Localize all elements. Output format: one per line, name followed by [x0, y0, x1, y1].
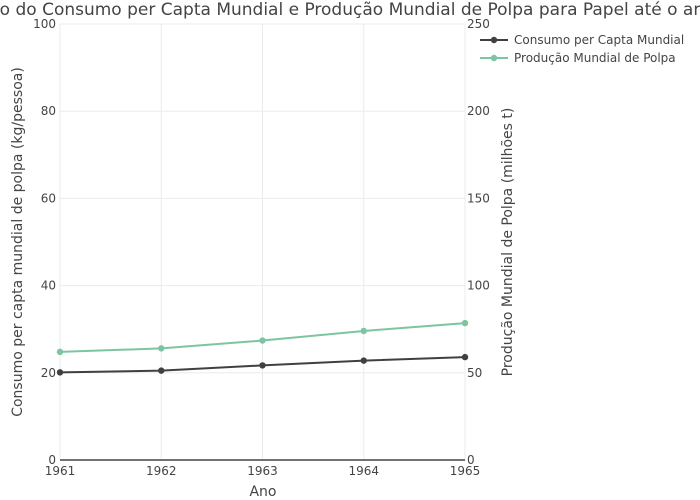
legend-marker [490, 54, 498, 62]
y-tick-label: 40 [41, 279, 56, 293]
y-axis-title: Consumo per capta mundial de polpa (kg/p… [10, 67, 26, 417]
grid-lines [59, 23, 466, 460]
y-tick-label: 60 [41, 191, 56, 205]
data-point [360, 357, 367, 364]
x-tick-label: 1961 [45, 464, 76, 478]
data-point [259, 337, 266, 344]
y-tick-label: 20 [41, 366, 56, 380]
x-tick-label: 1965 [450, 464, 481, 478]
legend-marker [490, 36, 498, 44]
legend-item-1[interactable]: Produção Mundial de Polpa [480, 51, 676, 65]
x-tick-label: 1962 [146, 464, 177, 478]
data-point [158, 367, 165, 374]
legend-item-0[interactable]: Consumo per Capta Mundial [480, 33, 684, 47]
data-point [461, 353, 469, 361]
y-tick-label: 80 [41, 104, 56, 118]
series-layer [56, 319, 469, 376]
y2-tick-label: 50 [467, 366, 482, 380]
data-point [158, 345, 165, 352]
y2-tick-label: 150 [467, 191, 490, 205]
y2-tick-label: 200 [467, 104, 490, 118]
y2-axis-title: Produção Mundial de Polpa (milhões t) [500, 108, 516, 377]
y-tick-label: 0 [48, 453, 56, 467]
data-point [56, 348, 64, 356]
y2-tick-label: 0 [467, 453, 475, 467]
data-point [360, 327, 367, 335]
data-point [259, 362, 266, 369]
y2-tick-label: 250 [467, 17, 490, 31]
x-tick-label: 1963 [247, 464, 278, 478]
axes: 0 20 40 60 80 100 0 50 100 150 200 250 1961 1962 1963 1… [33, 17, 490, 478]
chart-title: o do Consumo per Capta Mundial e Produçã… [0, 0, 700, 20]
data-point [56, 369, 64, 376]
x-tick-label: 1964 [348, 464, 379, 478]
legend[interactable]: Consumo per Capta Mundial Produção Mundia… [480, 33, 684, 65]
x-axis-title: Ano [249, 484, 276, 500]
legend-label: Consumo per Capta Mundial [514, 33, 684, 47]
y2-tick-label: 100 [467, 279, 490, 293]
legend-label: Produção Mundial de Polpa [514, 51, 676, 65]
data-point [461, 319, 469, 327]
y-tick-label: 100 [33, 17, 56, 31]
